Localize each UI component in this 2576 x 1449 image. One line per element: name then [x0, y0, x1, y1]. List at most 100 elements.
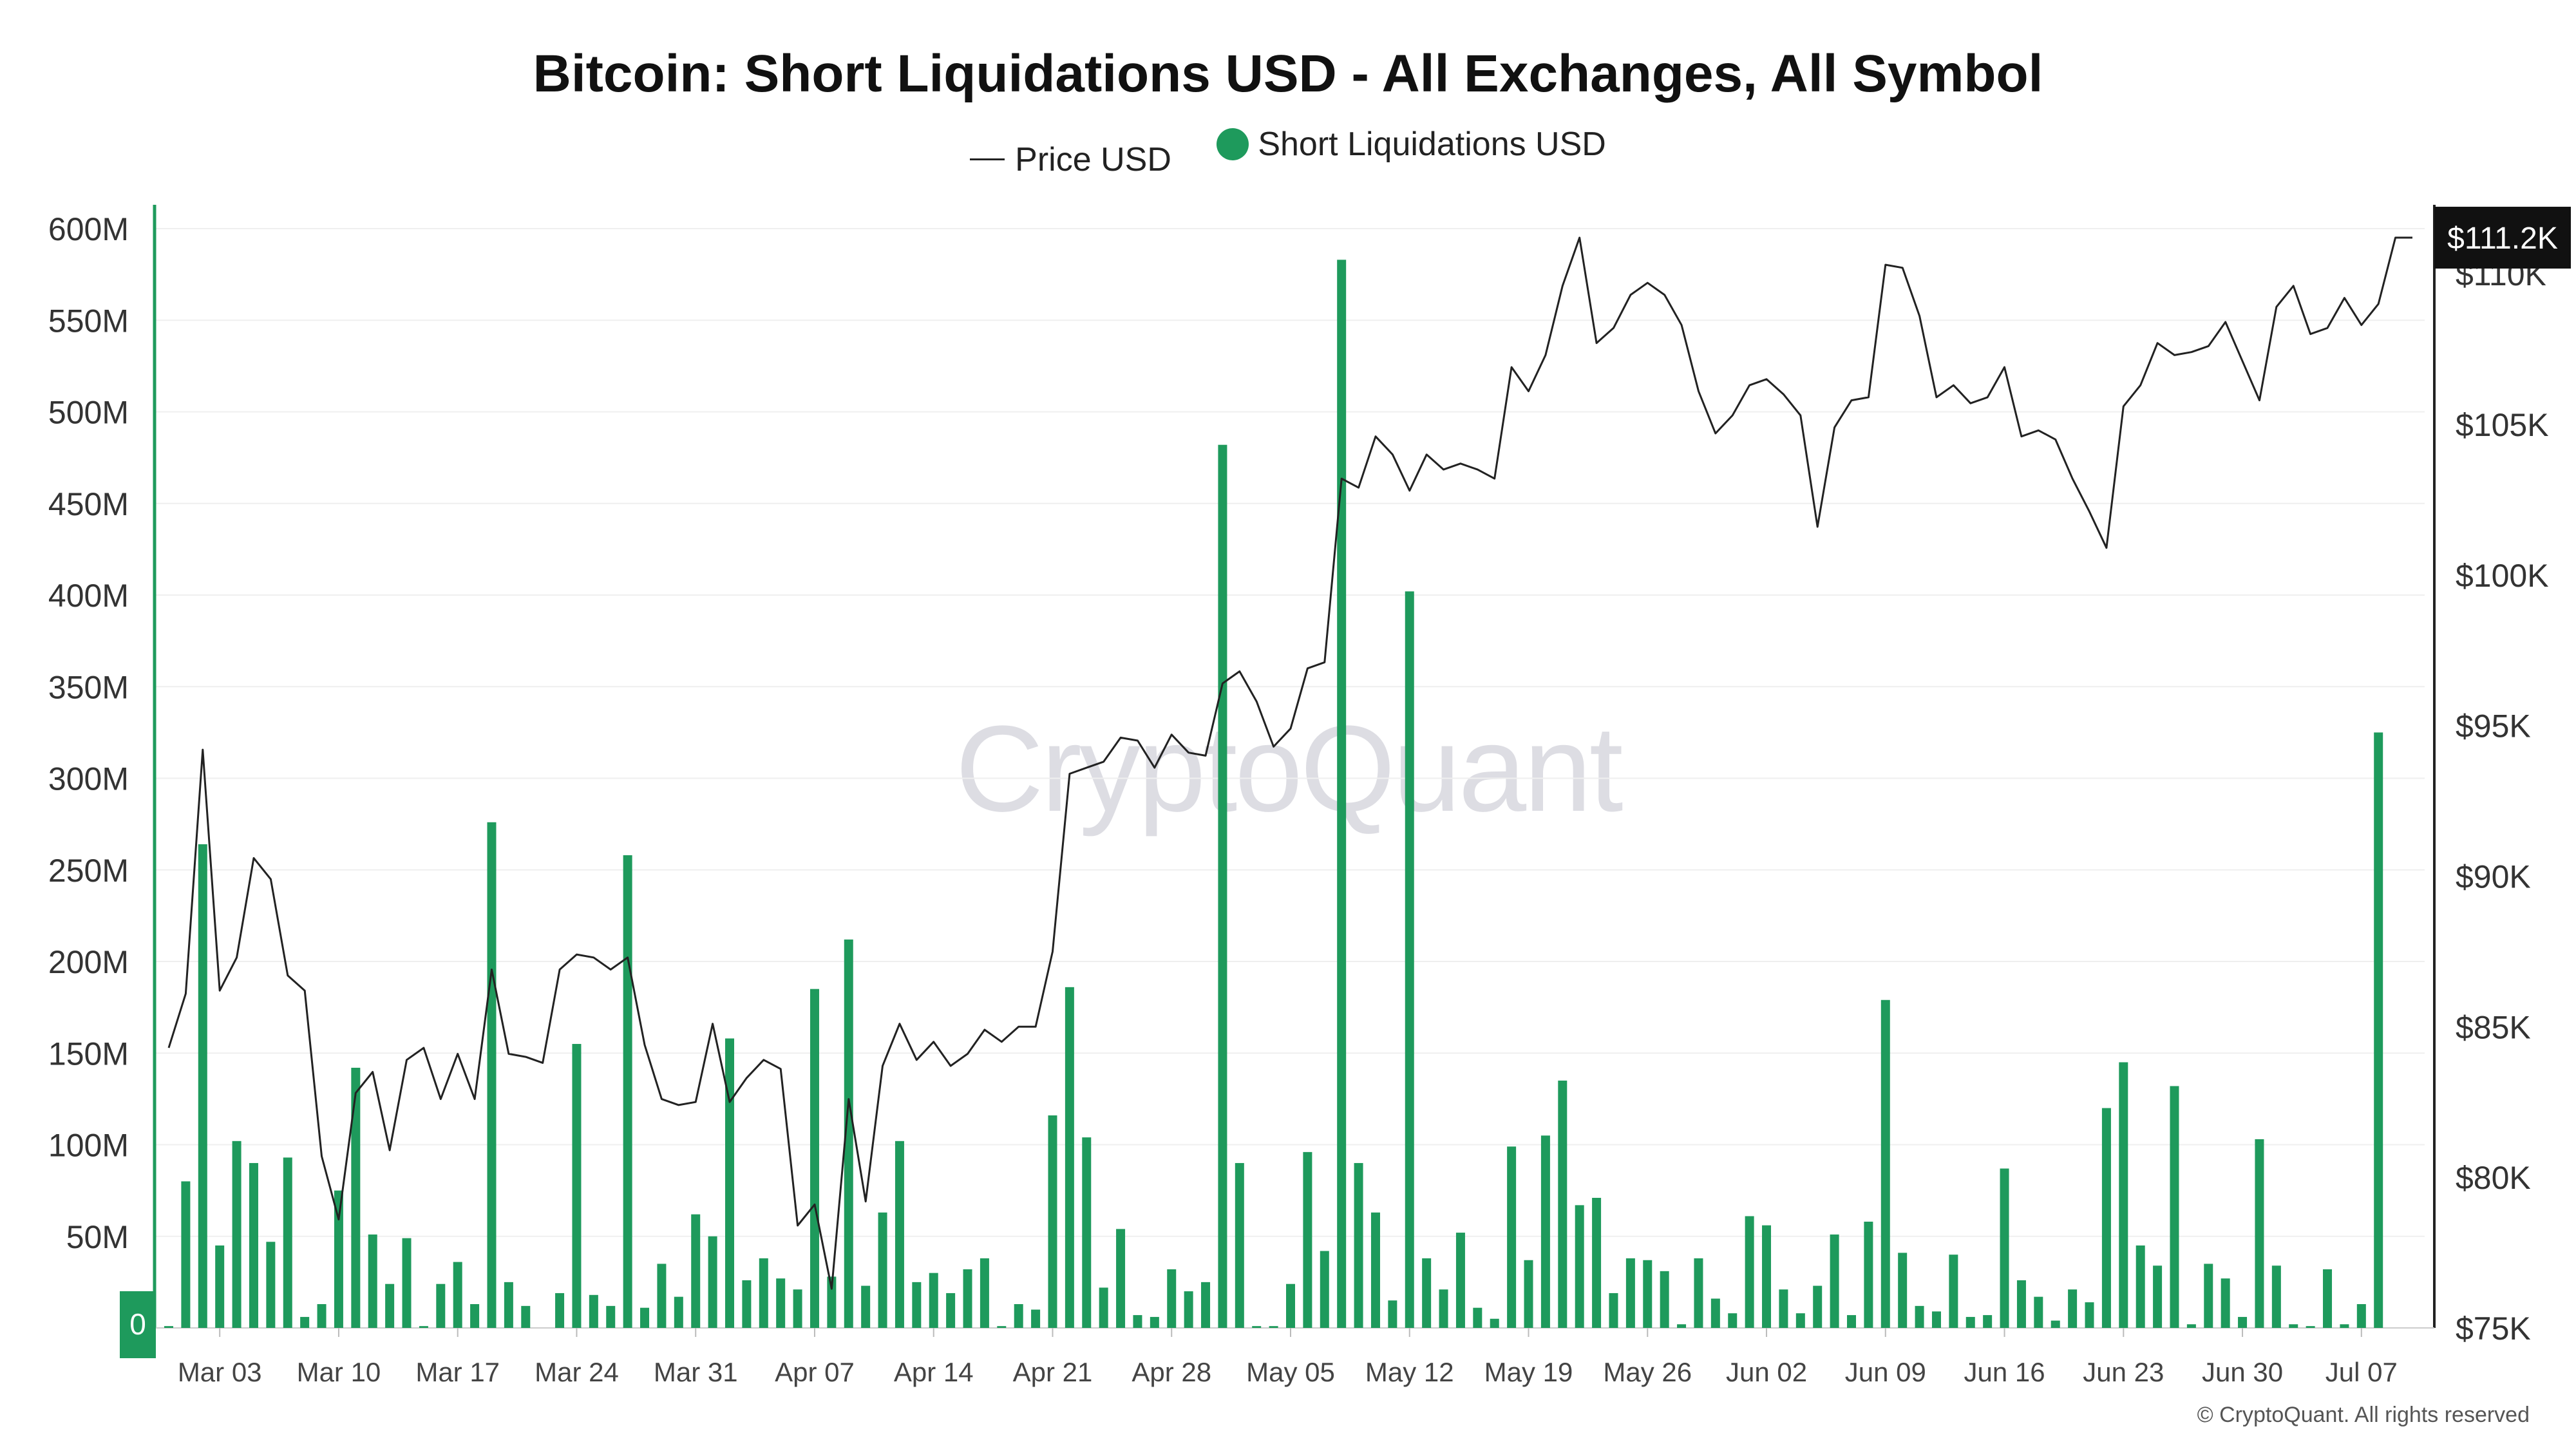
liquidation-bar: [1252, 1326, 1262, 1328]
liquidation-bar: [1965, 1316, 1975, 1328]
x-tick-label: Jun 30: [2202, 1357, 2283, 1387]
liquidation-bar: [1694, 1258, 1703, 1328]
y-left-tick-label: 150M: [48, 1036, 129, 1072]
liquidation-bar: [1303, 1151, 1312, 1328]
liquidation-bar: [776, 1278, 786, 1328]
liquidation-bar: [1031, 1309, 1041, 1328]
liquidation-bar: [1609, 1293, 1618, 1328]
liquidation-bar: [861, 1285, 871, 1328]
liquidation-bar: [2119, 1062, 2128, 1328]
liquidation-bar: [2050, 1320, 2060, 1328]
liquidation-bar: [980, 1258, 989, 1328]
liquidation-bar: [1337, 260, 1347, 1328]
y-right-tick-label: $95K: [2456, 708, 2531, 744]
liquidation-bar: [657, 1264, 667, 1328]
liquidation-bar: [1762, 1225, 1772, 1328]
zero-badge-label: 0: [129, 1307, 146, 1341]
liquidation-bar: [1813, 1285, 1823, 1328]
liquidation-bar: [1830, 1234, 1839, 1328]
liquidation-bar: [674, 1296, 683, 1328]
y-left-tick-label: 250M: [48, 853, 129, 889]
liquidation-bar: [470, 1304, 480, 1328]
x-tick-label: May 26: [1603, 1357, 1692, 1387]
y-left-tick-label: 50M: [66, 1219, 129, 1255]
liquidation-bar: [1388, 1300, 1397, 1328]
liquidation-bar: [419, 1326, 428, 1328]
liquidation-bar: [1116, 1229, 1126, 1328]
liquidation-bar: [1745, 1216, 1754, 1328]
liquidation-bar: [640, 1307, 650, 1328]
liquidation-bar: [1439, 1289, 1448, 1328]
liquidation-bar: [1625, 1258, 1635, 1328]
liquidation-bar: [793, 1289, 802, 1328]
liquidation-bar: [402, 1238, 412, 1328]
liquidation-bar: [895, 1141, 904, 1328]
liquidation-bar: [1915, 1305, 1924, 1328]
liquidation-bar: [759, 1258, 768, 1328]
x-tick-label: Apr 21: [1013, 1357, 1093, 1387]
liquidation-bar: [1575, 1205, 1584, 1328]
liquidation-bar: [266, 1242, 276, 1328]
y-left-tick-label: 300M: [48, 761, 129, 797]
liquidation-bar: [1898, 1253, 1908, 1328]
liquidation-bar: [504, 1282, 513, 1328]
liquidation-bar: [827, 1276, 837, 1328]
liquidation-bar: [1133, 1315, 1142, 1328]
x-tick-label: May 19: [1484, 1357, 1573, 1387]
liquidation-bar: [453, 1262, 462, 1328]
liquidation-bar: [521, 1305, 531, 1328]
liquidation-bar: [2170, 1086, 2179, 1328]
liquidation-bar: [623, 855, 632, 1328]
liquidation-bar: [1524, 1260, 1533, 1328]
liquidation-bar: [1490, 1318, 1499, 1328]
y-left-tick-label: 550M: [48, 303, 129, 339]
liquidation-bar: [1167, 1269, 1177, 1328]
x-tick-label: May 05: [1246, 1357, 1335, 1387]
liquidation-bar: [912, 1282, 922, 1328]
liquidation-bar: [436, 1283, 446, 1328]
liquidation-bar: [2016, 1280, 2026, 1328]
x-tick-label: Jun 09: [1845, 1357, 1926, 1387]
liquidation-bar: [844, 939, 853, 1328]
liquidation-bar: [708, 1236, 717, 1328]
liquidation-bar: [1099, 1287, 1108, 1328]
liquidation-bar: [963, 1269, 972, 1328]
liquidation-bar: [929, 1273, 938, 1328]
legend: Price USD Short Liquidations USD: [0, 125, 2576, 179]
liquidation-bar: [1728, 1313, 1738, 1328]
y-right-tick-label: $85K: [2456, 1009, 2531, 1045]
liquidation-bar: [1082, 1137, 1092, 1328]
legend-item-price[interactable]: Price USD: [970, 140, 1171, 179]
x-tick-label: Mar 24: [535, 1357, 619, 1387]
x-tick-label: Mar 31: [654, 1357, 738, 1387]
liquidation-bar: [1643, 1260, 1653, 1328]
y-left-tick-label: 450M: [48, 486, 129, 522]
copyright-notice: © CryptoQuant. All rights reserved: [2197, 1403, 2530, 1427]
liquidation-bar: [2136, 1245, 2145, 1328]
liquidation-bar: [1949, 1255, 1958, 1328]
liquidation-bar: [1405, 591, 1414, 1328]
liquidation-bar: [215, 1245, 225, 1328]
liquidation-bar: [1677, 1324, 1687, 1328]
liquidation-bar: [1354, 1162, 1363, 1328]
liquidation-bar: [164, 1326, 173, 1328]
zero-badge: [120, 1291, 156, 1358]
legend-label-price: Price USD: [1015, 140, 1171, 178]
liquidation-bar: [232, 1141, 242, 1328]
liquidation-bar: [2204, 1264, 2213, 1328]
liquidation-bar: [2374, 732, 2383, 1328]
liquidation-bar: [1507, 1146, 1517, 1328]
liquidation-bar: [2153, 1265, 2163, 1328]
liquidation-bar: [317, 1304, 327, 1328]
y-right-tick-label: $80K: [2456, 1160, 2531, 1196]
liquidation-bar: [1710, 1298, 1720, 1328]
y-left-tick-label: 500M: [48, 395, 129, 431]
x-tick-label: May 12: [1365, 1357, 1454, 1387]
liquidation-bar: [2085, 1302, 2094, 1328]
legend-item-short-liquidations[interactable]: Short Liquidations USD: [1217, 125, 1606, 164]
price-line-swatch: [970, 158, 1005, 160]
liquidation-bar: [742, 1280, 752, 1328]
y-left-tick-label: 100M: [48, 1128, 129, 1164]
liquidation-bar: [572, 1044, 582, 1328]
y-left-tick-label: 200M: [48, 944, 129, 980]
